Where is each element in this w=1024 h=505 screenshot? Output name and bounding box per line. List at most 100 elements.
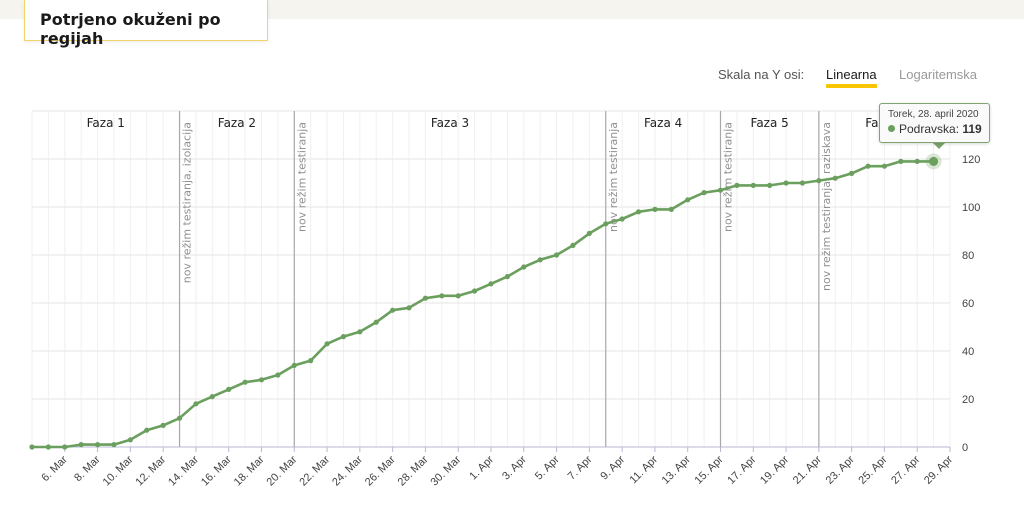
x-tick-label: 16. Mar [199, 453, 234, 488]
data-point [45, 444, 51, 450]
x-tick-label: 9. Apr [598, 453, 627, 482]
x-tick-label: 15. Apr [692, 453, 725, 486]
data-point [275, 372, 281, 378]
x-tick-label: 29. Apr [922, 453, 955, 486]
data-point [242, 379, 248, 385]
x-tick-label: 19. Apr [758, 453, 791, 486]
phase-divider-label: nov režim testiranja, izolacija [181, 122, 194, 283]
data-point [406, 305, 412, 311]
phase-divider-label: nov režim testiranja [607, 122, 620, 232]
data-point [62, 444, 68, 450]
phase-divider-label: nov režim testiranja, raziskava [820, 122, 833, 291]
data-point [111, 442, 117, 448]
x-tick-label: 20. Mar [265, 453, 300, 488]
data-point [603, 221, 609, 227]
data-point [144, 427, 150, 433]
y-tick-label: 20 [962, 394, 974, 406]
scale-log-button[interactable]: Logaritemska [899, 67, 978, 82]
data-point [652, 206, 658, 212]
scale-linear-button[interactable]: Linearna [826, 67, 877, 82]
chart-title: Potrjeno okuženi po regijah [24, 0, 268, 48]
data-point [701, 190, 707, 196]
data-point [898, 158, 904, 164]
data-point [488, 281, 494, 287]
data-point [357, 329, 363, 335]
data-point [78, 442, 84, 448]
data-point [799, 180, 806, 186]
x-tick-label: 30. Mar [428, 453, 463, 488]
data-point [635, 209, 642, 215]
x-tick-label: 18. Mar [232, 453, 267, 488]
data-point [570, 242, 576, 248]
data-point [340, 334, 347, 340]
x-tick-label: 24. Mar [330, 453, 365, 488]
data-point [783, 180, 789, 186]
x-tick-label: 21. Apr [791, 453, 824, 486]
phase-label: Faza 2 [218, 116, 256, 130]
data-point [849, 170, 855, 176]
phase-label: Faza 4 [644, 116, 682, 130]
x-tick-label: 1. Apr [467, 453, 496, 482]
tooltip-row: Podravska: 119 [888, 122, 989, 136]
data-point [832, 175, 838, 181]
x-tick-label: 10. Mar [101, 453, 136, 488]
x-tick-label: 8. Mar [72, 453, 103, 484]
y-tick-label: 80 [962, 250, 974, 262]
y-tick-label: 60 [962, 298, 974, 310]
y-tick-label: 100 [962, 202, 980, 214]
data-point [472, 288, 478, 294]
x-tick-label: 23. Apr [824, 453, 857, 486]
data-point [504, 274, 510, 280]
data-point [29, 444, 35, 450]
x-tick-label: 12. Mar [133, 453, 168, 488]
x-tick-label: 14. Mar [166, 453, 201, 488]
data-point [373, 319, 379, 325]
data-point [734, 182, 740, 188]
x-tick-label: 7. Apr [566, 453, 595, 482]
data-point [390, 307, 396, 313]
data-point [308, 358, 314, 364]
tooltip-value: 119 [962, 122, 982, 136]
x-tick-label: 3. Apr [500, 453, 529, 482]
x-tick-label: 17. Apr [725, 453, 758, 486]
y-tick-label: 40 [962, 346, 974, 358]
data-point [176, 415, 183, 421]
phase-divider-label: nov režim testiranja [295, 122, 308, 232]
y-scale-label: Skala na Y osi: [718, 67, 805, 82]
data-point [865, 163, 871, 169]
data-point [422, 295, 429, 301]
data-point [537, 257, 543, 263]
phase-label: Faza 5 [751, 116, 789, 130]
phase-label: Faza 1 [87, 116, 125, 130]
data-point [816, 178, 822, 184]
y-tick-label: 0 [962, 442, 968, 454]
data-point [226, 386, 232, 392]
x-tick-label: 6. Mar [39, 453, 70, 484]
data-point [685, 197, 691, 203]
data-point [94, 442, 101, 448]
tooltip: Torek, 28. april 2020 Podravska: 119 [879, 103, 990, 143]
chart-title-text: Potrjeno okuženi po regijah [40, 10, 221, 48]
active-scale-underline [826, 84, 877, 88]
phase-divider-label: nov režim testiranja [722, 122, 735, 232]
data-point [717, 187, 724, 193]
x-tick-label: 11. Apr [627, 453, 660, 486]
data-point [750, 182, 756, 188]
y-tick-label: 120 [962, 154, 980, 166]
data-point [914, 158, 920, 164]
data-point [521, 264, 527, 270]
data-point [258, 377, 265, 383]
x-tick-label: 5. Apr [533, 453, 562, 482]
data-point [455, 293, 461, 299]
phase-label: Faza 3 [431, 116, 469, 130]
tooltip-date: Torek, 28. april 2020 [888, 109, 979, 120]
data-point [193, 401, 199, 407]
data-point [881, 163, 888, 169]
series-line-podravska [32, 160, 934, 449]
x-tick-label: 13. Apr [660, 453, 693, 486]
data-point [619, 216, 625, 222]
tooltip-series-marker [888, 125, 895, 132]
tooltip-arrow [932, 142, 946, 149]
x-tick-label: 25. Apr [856, 453, 889, 486]
